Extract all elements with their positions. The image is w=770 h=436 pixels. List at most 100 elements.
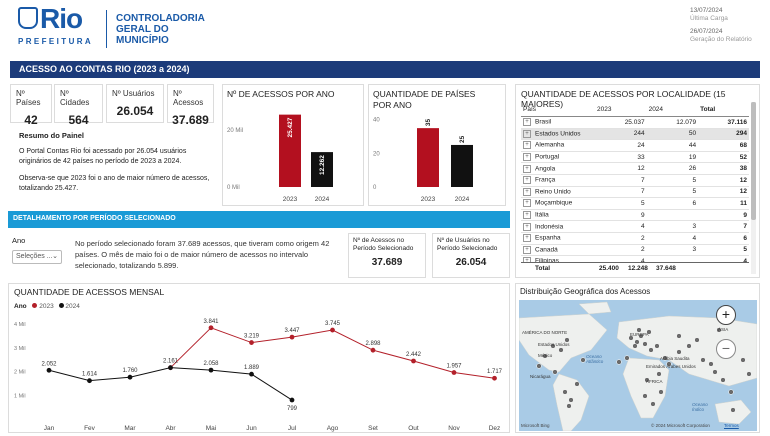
table-row[interactable]: + Estados Unidos 244 50 294 — [521, 128, 749, 141]
point-2024[interactable] — [208, 367, 214, 373]
expand-icon[interactable]: + — [523, 257, 531, 262]
scrollbar-thumb[interactable] — [751, 102, 756, 220]
table-scrollbar[interactable] — [751, 102, 756, 274]
point-2024[interactable] — [127, 374, 133, 380]
location-marker[interactable] — [568, 397, 574, 403]
location-marker[interactable] — [716, 327, 722, 333]
table-row[interactable]: + Alemanha 24 44 68 — [521, 139, 749, 152]
bar-2024[interactable] — [311, 152, 333, 187]
expand-icon[interactable]: + — [523, 141, 531, 150]
detail-text-e: . — [176, 261, 179, 270]
location-marker[interactable] — [642, 341, 648, 347]
point-2024[interactable] — [168, 365, 173, 371]
col-total[interactable]: Total — [698, 102, 749, 117]
point-2023[interactable] — [370, 347, 376, 353]
table-row[interactable]: + Brasil 25.037 12.079 37.116 — [521, 116, 749, 129]
location-marker[interactable] — [636, 327, 642, 333]
expand-icon[interactable]: + — [523, 176, 531, 185]
location-marker[interactable] — [558, 347, 564, 353]
title-banner: ACESSO AO CONTAS RIO (2023 a 2024) — [10, 61, 760, 78]
location-marker[interactable] — [644, 377, 650, 383]
point-2023[interactable] — [208, 325, 214, 331]
world-map[interactable] — [519, 300, 757, 431]
point-2024[interactable] — [289, 397, 295, 403]
location-marker[interactable] — [564, 337, 570, 343]
zoom-in-button[interactable]: + — [716, 305, 736, 325]
col-2023[interactable]: 2023 — [595, 102, 647, 117]
map-terms-link[interactable]: Termos — [724, 423, 739, 428]
location-marker[interactable] — [646, 329, 652, 335]
col-pais[interactable]: País — [521, 102, 595, 117]
location-marker[interactable] — [728, 389, 734, 395]
location-marker[interactable] — [566, 403, 572, 409]
location-marker[interactable] — [740, 357, 746, 363]
point-2023[interactable] — [411, 358, 416, 364]
location-marker[interactable] — [712, 369, 718, 375]
point-2023[interactable] — [289, 334, 295, 340]
location-marker[interactable] — [700, 357, 706, 363]
expand-icon[interactable]: + — [523, 222, 531, 231]
location-marker[interactable] — [542, 353, 548, 359]
table-row[interactable]: + Moçambique 5 6 11 — [521, 197, 749, 210]
location-marker[interactable] — [616, 359, 622, 365]
location-marker[interactable] — [676, 333, 682, 339]
location-marker[interactable] — [562, 389, 568, 395]
location-marker[interactable] — [574, 381, 580, 387]
location-marker[interactable] — [642, 393, 648, 399]
expand-icon[interactable]: + — [523, 153, 531, 162]
location-marker[interactable] — [536, 363, 542, 369]
location-marker[interactable] — [624, 355, 630, 361]
location-marker[interactable] — [662, 355, 668, 361]
expand-icon[interactable]: + — [523, 187, 531, 196]
location-marker[interactable] — [654, 343, 660, 349]
table-row[interactable]: + Indonésia 4 3 7 — [521, 220, 749, 233]
location-marker[interactable] — [694, 337, 700, 343]
location-marker[interactable] — [650, 401, 656, 407]
bar-2023[interactable] — [417, 128, 439, 187]
expand-icon[interactable]: + — [523, 211, 531, 220]
date-generated: 26/07/2024 — [690, 28, 723, 35]
expand-icon[interactable]: + — [523, 118, 531, 127]
location-marker[interactable] — [676, 349, 682, 355]
bar-2024[interactable] — [451, 144, 473, 187]
expand-icon[interactable]: + — [523, 245, 531, 254]
table-row[interactable]: + Filipinas 4 4 — [521, 255, 749, 262]
bar-2023[interactable] — [279, 114, 301, 187]
table-row[interactable]: + Itália 9 9 — [521, 209, 749, 222]
table-row[interactable]: + Reino Unido 7 5 12 — [521, 186, 749, 199]
point-2024[interactable] — [249, 371, 254, 377]
location-marker[interactable] — [686, 343, 692, 349]
point-2024[interactable] — [87, 378, 92, 384]
location-marker[interactable] — [730, 407, 736, 413]
point-2023[interactable] — [492, 375, 497, 381]
point-2024[interactable] — [46, 367, 52, 373]
expand-icon[interactable]: + — [523, 199, 531, 208]
table-row[interactable]: + Espanha 2 4 6 — [521, 232, 749, 245]
point-2023[interactable] — [330, 327, 335, 333]
location-marker[interactable] — [666, 361, 672, 367]
location-marker[interactable] — [746, 371, 752, 377]
col-2024[interactable]: 2024 — [646, 102, 699, 117]
location-marker[interactable] — [638, 333, 644, 339]
location-marker[interactable] — [708, 361, 714, 367]
point-2023[interactable] — [249, 340, 254, 345]
table-row[interactable]: + Angola 12 26 38 — [521, 162, 749, 175]
location-marker[interactable] — [552, 369, 558, 375]
location-marker[interactable] — [628, 335, 634, 341]
location-marker[interactable] — [648, 347, 654, 353]
ano-select[interactable]: Seleções ... ⌄ — [12, 250, 62, 264]
expand-icon[interactable]: + — [523, 129, 531, 138]
location-marker[interactable] — [550, 343, 556, 349]
location-marker[interactable] — [656, 371, 662, 377]
zoom-out-button[interactable]: − — [716, 339, 736, 359]
expand-icon[interactable]: + — [523, 164, 531, 173]
expand-icon[interactable]: + — [523, 234, 531, 243]
table-row[interactable]: + Canadá 2 3 5 — [521, 244, 749, 257]
location-marker[interactable] — [658, 389, 664, 395]
location-marker[interactable] — [720, 377, 726, 383]
location-marker[interactable] — [632, 343, 638, 349]
point-2023[interactable] — [451, 370, 457, 375]
table-row[interactable]: + França 7 5 12 — [521, 174, 749, 187]
table-row[interactable]: + Portugal 33 19 52 — [521, 151, 749, 164]
location-marker[interactable] — [580, 357, 586, 363]
